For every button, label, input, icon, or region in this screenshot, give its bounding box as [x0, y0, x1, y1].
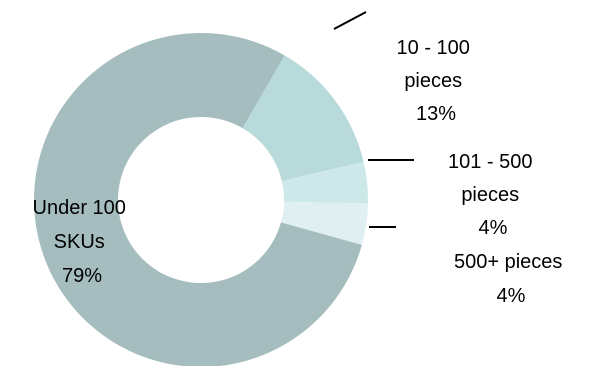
- data-label-under-100-skus: Under 100 SKUs 79%: [33, 197, 132, 287]
- data-label-500-plus-pieces: 500+ pieces 4%: [454, 251, 568, 307]
- slice-10-100-pieces: [242, 55, 364, 182]
- data-labels: Under 100 SKUs 79% 10 - 100 pieces 13% 1…: [33, 37, 568, 307]
- leader-lines: [333, 11, 414, 228]
- slice-500-plus-pieces: [280, 201, 368, 245]
- data-label-10-100-pieces: 10 - 100 pieces 13%: [397, 37, 476, 125]
- data-label-101-500-pieces: 101 - 500 pieces 4%: [448, 151, 538, 239]
- donut-slices: [34, 33, 368, 368]
- leader-line-10-100-pieces: [333, 11, 367, 30]
- slice-under-100-skus: [34, 33, 362, 368]
- slice-101-500-pieces: [281, 161, 368, 204]
